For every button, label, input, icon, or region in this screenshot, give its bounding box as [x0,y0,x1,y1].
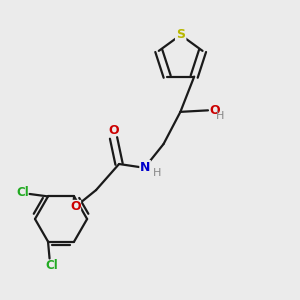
Text: H: H [153,168,161,178]
Text: Cl: Cl [16,186,29,199]
Text: Cl: Cl [46,259,59,272]
Text: O: O [108,124,119,137]
Text: S: S [176,28,185,41]
Text: N: N [140,160,150,174]
Text: O: O [209,104,220,117]
Text: H: H [215,111,224,121]
Text: O: O [70,200,80,213]
